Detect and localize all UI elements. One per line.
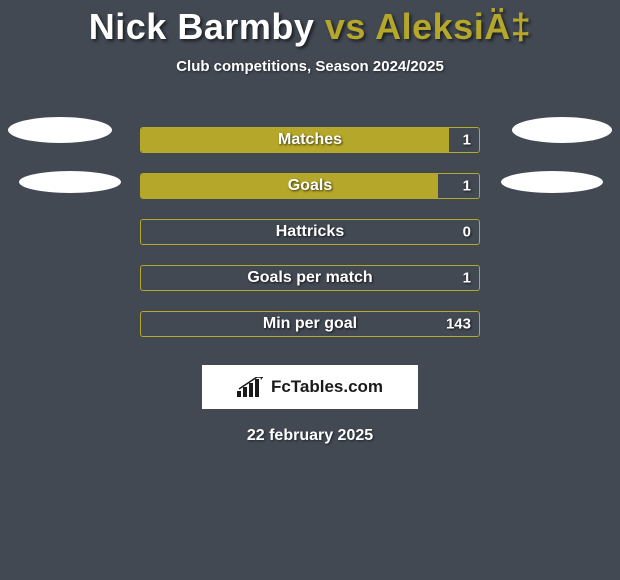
stat-row: Goals per match1 bbox=[0, 255, 620, 301]
stat-label: Matches bbox=[141, 131, 479, 149]
stat-row: Goals1 bbox=[0, 163, 620, 209]
team-indicator-right bbox=[501, 171, 603, 193]
stat-bar: Min per goal143 bbox=[140, 311, 480, 337]
stat-value: 143 bbox=[446, 316, 471, 333]
stat-bar: Matches1 bbox=[140, 127, 480, 153]
logo-box: FcTables.com bbox=[202, 365, 418, 409]
title-player2: AleksiÄ‡ bbox=[375, 6, 531, 47]
team-indicator-left bbox=[19, 171, 121, 193]
stat-value: 1 bbox=[463, 178, 471, 195]
comparison-chart: Matches1Goals1Hattricks0Goals per match1… bbox=[0, 117, 620, 347]
date-text: 22 february 2025 bbox=[0, 427, 620, 445]
stat-row: Hattricks0 bbox=[0, 209, 620, 255]
stat-bar: Goals1 bbox=[140, 173, 480, 199]
stat-row: Min per goal143 bbox=[0, 301, 620, 347]
subtitle: Club competitions, Season 2024/2025 bbox=[0, 58, 620, 75]
logo-text: FcTables.com bbox=[271, 377, 383, 397]
stat-value: 1 bbox=[463, 132, 471, 149]
title-vs: vs bbox=[325, 6, 366, 47]
fctables-icon bbox=[237, 377, 265, 397]
stat-label: Goals per match bbox=[141, 269, 479, 287]
team-indicator-left bbox=[8, 117, 112, 143]
stat-label: Min per goal bbox=[141, 315, 479, 333]
stat-value: 0 bbox=[463, 224, 471, 241]
stat-label: Goals bbox=[141, 177, 479, 195]
stat-value: 1 bbox=[463, 270, 471, 287]
team-indicator-right bbox=[512, 117, 612, 143]
stat-bar: Hattricks0 bbox=[140, 219, 480, 245]
stat-bar: Goals per match1 bbox=[140, 265, 480, 291]
page-title: Nick Barmby vs AleksiÄ‡ bbox=[0, 0, 620, 48]
stat-label: Hattricks bbox=[141, 223, 479, 241]
title-player1: Nick Barmby bbox=[89, 6, 315, 47]
stat-row: Matches1 bbox=[0, 117, 620, 163]
